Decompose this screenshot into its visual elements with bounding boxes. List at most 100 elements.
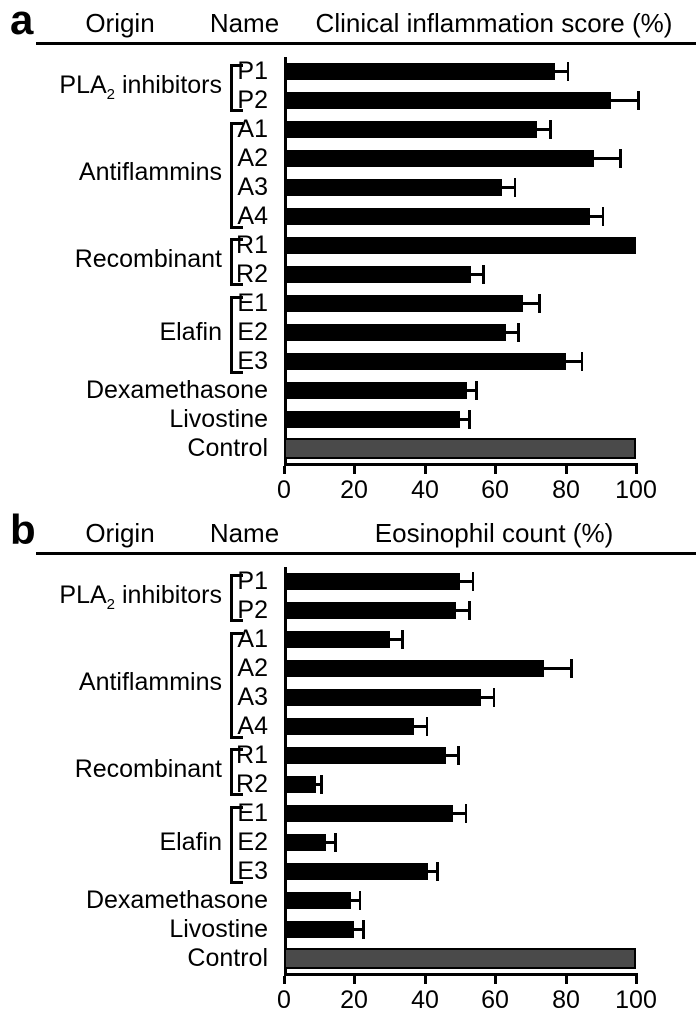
bar	[284, 353, 566, 370]
bar-row: Control	[0, 944, 700, 973]
row-label: A1	[237, 625, 268, 653]
error-bar	[460, 410, 471, 429]
row-label: E2	[237, 828, 268, 856]
x-tick-label: 100	[615, 476, 657, 504]
plot-area	[284, 438, 636, 459]
error-bar	[467, 381, 478, 400]
bar-row: Control	[0, 434, 700, 463]
bar-row: A3	[0, 683, 700, 712]
error-bar	[445, 746, 461, 765]
bar-row: P2	[0, 596, 700, 625]
error-bar	[452, 804, 468, 823]
x-tick	[635, 976, 638, 984]
bar-row: E3	[0, 857, 700, 886]
error-bar	[326, 833, 337, 852]
row-label: Livostine	[169, 405, 268, 433]
bar	[284, 631, 390, 648]
bar	[284, 776, 316, 793]
error-bar	[389, 630, 404, 649]
row-label: P2	[237, 86, 268, 114]
error-bar	[502, 178, 517, 197]
column-header-origin: Origin	[85, 8, 155, 38]
x-axis-line	[284, 463, 638, 466]
bar-row: Livostine	[0, 405, 700, 434]
error-bar	[428, 862, 439, 881]
bar	[284, 266, 471, 283]
error-bar	[611, 91, 640, 110]
plot-area	[284, 62, 636, 81]
row-label: E1	[237, 289, 268, 317]
row-label: Control	[187, 944, 268, 972]
plot-area	[284, 149, 636, 168]
bar-rows: P1 P2 A1 A2	[0, 567, 700, 973]
plot-area	[284, 862, 636, 881]
x-tick-label: 80	[552, 476, 580, 504]
header-rule	[36, 552, 696, 555]
row-label: P2	[237, 596, 268, 624]
plot-area	[284, 265, 636, 284]
y-axis-line	[284, 567, 287, 976]
row-label: Control	[187, 434, 268, 462]
bar	[284, 208, 591, 225]
error-bar	[460, 572, 475, 591]
bar-row: P1	[0, 567, 700, 596]
column-header-measure: Eosinophil count (%)	[374, 518, 614, 548]
x-tick-label: 0	[277, 986, 291, 1014]
panel-letter: a	[10, 0, 34, 43]
bar	[284, 805, 453, 822]
error-bar	[354, 920, 365, 939]
bar-row: A2	[0, 144, 700, 173]
panel-b-header: b Origin Name Eosinophil count (%)	[0, 506, 700, 553]
plot-area	[284, 91, 640, 110]
plot-area	[284, 120, 636, 139]
x-tick-label: 40	[411, 476, 439, 504]
row-label: Livostine	[169, 915, 268, 943]
plot-area	[284, 891, 636, 910]
bar	[284, 150, 594, 167]
row-label: E2	[237, 318, 268, 346]
column-header-name: Name	[209, 518, 280, 548]
plot-area	[284, 237, 636, 254]
control-bar	[284, 948, 636, 969]
bar	[284, 892, 351, 909]
bar-row: Dexamethasone	[0, 376, 700, 405]
error-bar	[456, 601, 471, 620]
column-header-measure: Clinical inflammation score (%)	[315, 8, 673, 38]
panel-a: a Origin Name Clinical inflammation scor…	[0, 0, 700, 510]
plot-area	[284, 717, 636, 736]
error-bar	[565, 352, 584, 371]
plot-area	[284, 833, 636, 852]
bar	[284, 718, 415, 735]
x-tick-label: 20	[340, 986, 368, 1014]
bar	[284, 834, 327, 851]
x-axis: 0 20 40 60 80 100	[0, 463, 700, 511]
plot-area	[284, 178, 636, 197]
bar	[284, 660, 545, 677]
x-tick	[353, 466, 356, 474]
x-tick	[565, 976, 568, 984]
x-axis: 0 20 40 60 80 100	[0, 973, 700, 1021]
bar	[284, 747, 446, 764]
bar-row: A4	[0, 202, 700, 231]
bar	[284, 324, 506, 341]
panel-letter: b	[10, 506, 36, 553]
bar-row: Dexamethasone	[0, 886, 700, 915]
plot-area	[284, 688, 636, 707]
panel-b: b Origin Name Eosinophil count (%) P1 P2	[0, 506, 700, 1021]
bar	[284, 382, 468, 399]
control-bar	[284, 438, 636, 459]
bar-row: E2	[0, 318, 700, 347]
bar-row: E1	[0, 799, 700, 828]
x-tick-label: 60	[481, 476, 509, 504]
error-bar	[544, 659, 573, 678]
row-label: E1	[237, 799, 268, 827]
row-label: A2	[237, 144, 268, 172]
bar-row: P1	[0, 57, 700, 86]
plot-area	[284, 323, 636, 342]
bar-row: E3	[0, 347, 700, 376]
bar	[284, 411, 460, 428]
error-bar	[470, 265, 485, 284]
x-tick-label: 40	[411, 986, 439, 1014]
row-label: R1	[236, 231, 268, 259]
row-label: E3	[237, 347, 268, 375]
